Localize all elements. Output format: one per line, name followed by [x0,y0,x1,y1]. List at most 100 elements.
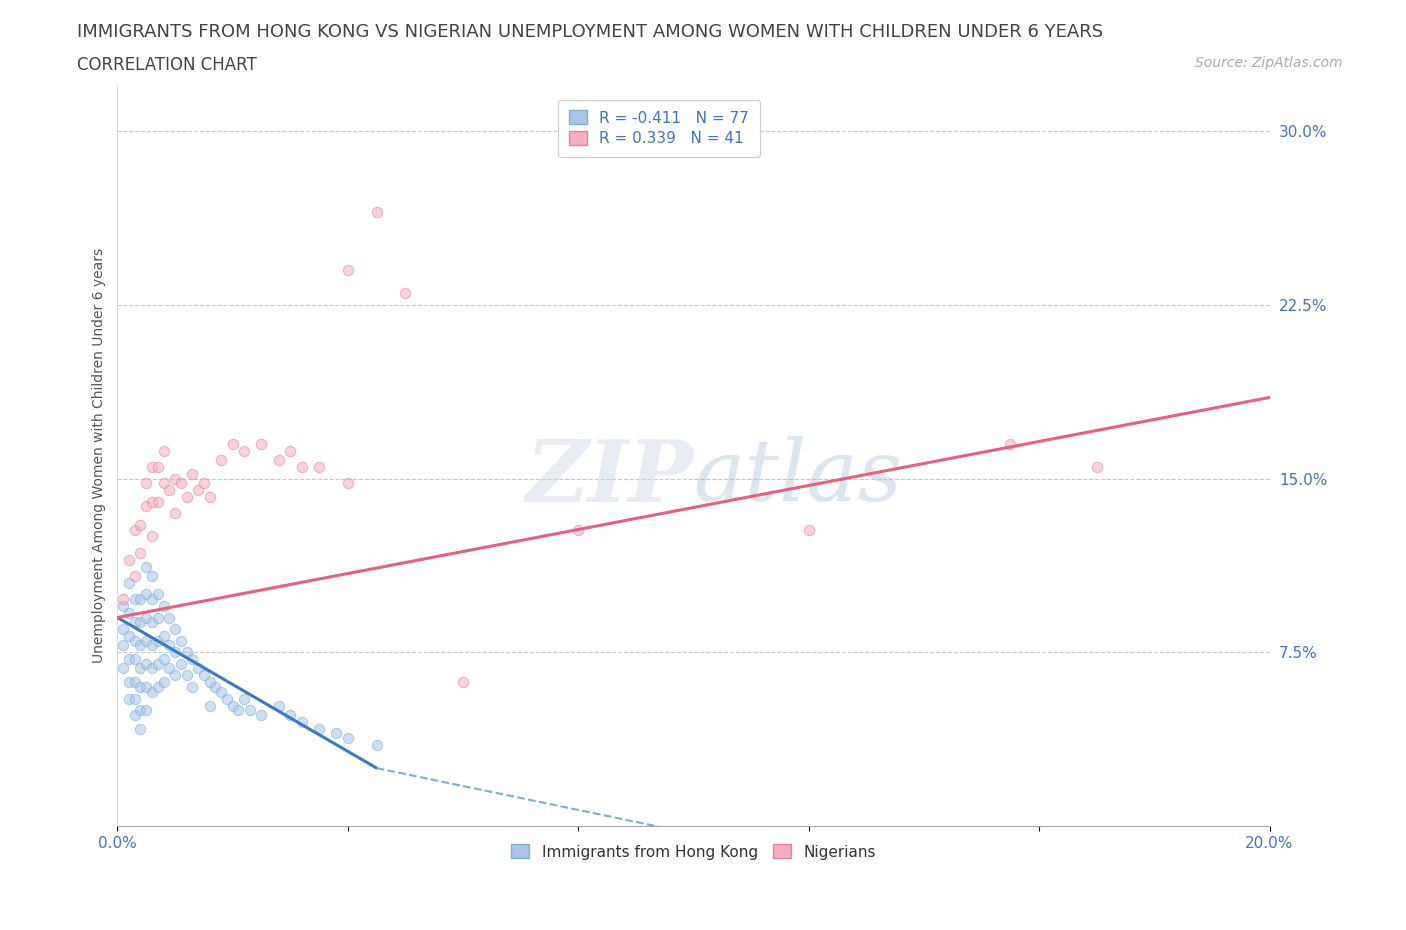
Point [228,703,250,718]
Point [146,459,169,474]
Point [336,476,359,491]
Point [124,522,146,537]
Point [124,675,146,690]
Point [135,610,157,625]
Point [112,661,135,676]
Point [336,262,359,277]
Point [135,587,157,602]
Point [152,599,174,614]
Point [170,633,193,648]
Point [141,459,163,474]
Point [198,675,221,690]
Point [118,652,141,667]
Point [221,698,243,713]
Point [267,698,290,713]
Text: IMMIGRANTS FROM HONG KONG VS NIGERIAN UNEMPLOYMENT AMONG WOMEN WITH CHILDREN UND: IMMIGRANTS FROM HONG KONG VS NIGERIAN UN… [77,23,1104,41]
Point [124,633,146,648]
Point [152,652,174,667]
Point [157,610,180,625]
Point [124,652,146,667]
Point [187,483,209,498]
Point [193,668,215,683]
Point [141,591,163,606]
Point [129,680,152,695]
Point [152,476,174,491]
Point [141,529,163,544]
Point [336,731,359,746]
Point [193,476,215,491]
Point [124,615,146,630]
Point [1085,459,1108,474]
Point [291,714,314,729]
Point [129,591,152,606]
Point [187,661,209,676]
Point [250,436,273,451]
Point [163,472,186,486]
Point [204,680,226,695]
Point [278,708,301,723]
Point [308,459,330,474]
Legend: Immigrants from Hong Kong, Nigerians: Immigrants from Hong Kong, Nigerians [501,834,887,870]
Text: atlas: atlas [693,436,903,519]
Point [215,691,238,706]
Point [209,453,232,468]
Point [198,698,221,713]
Point [394,286,416,300]
Point [129,661,152,676]
Point [325,726,347,741]
Point [135,703,157,718]
Point [124,568,146,583]
Point [233,444,256,458]
Point [157,661,180,676]
Point [163,506,186,521]
Point [129,545,152,560]
Point [129,517,152,532]
Point [209,684,232,699]
Point [146,657,169,671]
Point [233,691,256,706]
Point [198,489,221,504]
Point [118,691,141,706]
Point [135,633,157,648]
Point [146,610,169,625]
Point [278,444,301,458]
Point [129,722,152,737]
Point [181,680,204,695]
Point [118,576,141,591]
Point [146,587,169,602]
Point [129,638,152,653]
Point [146,680,169,695]
Point [118,552,141,567]
Point [176,489,198,504]
Text: CORRELATION CHART: CORRELATION CHART [77,56,257,73]
Point [129,615,152,630]
Point [118,629,141,644]
Point [124,708,146,723]
Point [141,568,163,583]
Point [112,591,135,606]
Point [112,599,135,614]
Point [146,633,169,648]
Point [135,498,157,513]
Point [152,675,174,690]
Point [152,629,174,644]
Text: ZIP: ZIP [526,436,693,519]
Point [239,703,262,718]
Point [141,684,163,699]
Point [163,621,186,636]
Point [141,638,163,653]
Point [118,605,141,620]
Point [157,638,180,653]
Y-axis label: Unemployment Among Women with Children Under 6 years: Unemployment Among Women with Children U… [93,247,107,663]
Point [170,657,193,671]
Point [152,444,174,458]
Point [366,205,388,219]
Point [141,615,163,630]
Point [112,638,135,653]
Point [163,668,186,683]
Point [181,467,204,482]
Point [124,691,146,706]
Point [181,652,204,667]
Point [135,657,157,671]
Point [124,591,146,606]
